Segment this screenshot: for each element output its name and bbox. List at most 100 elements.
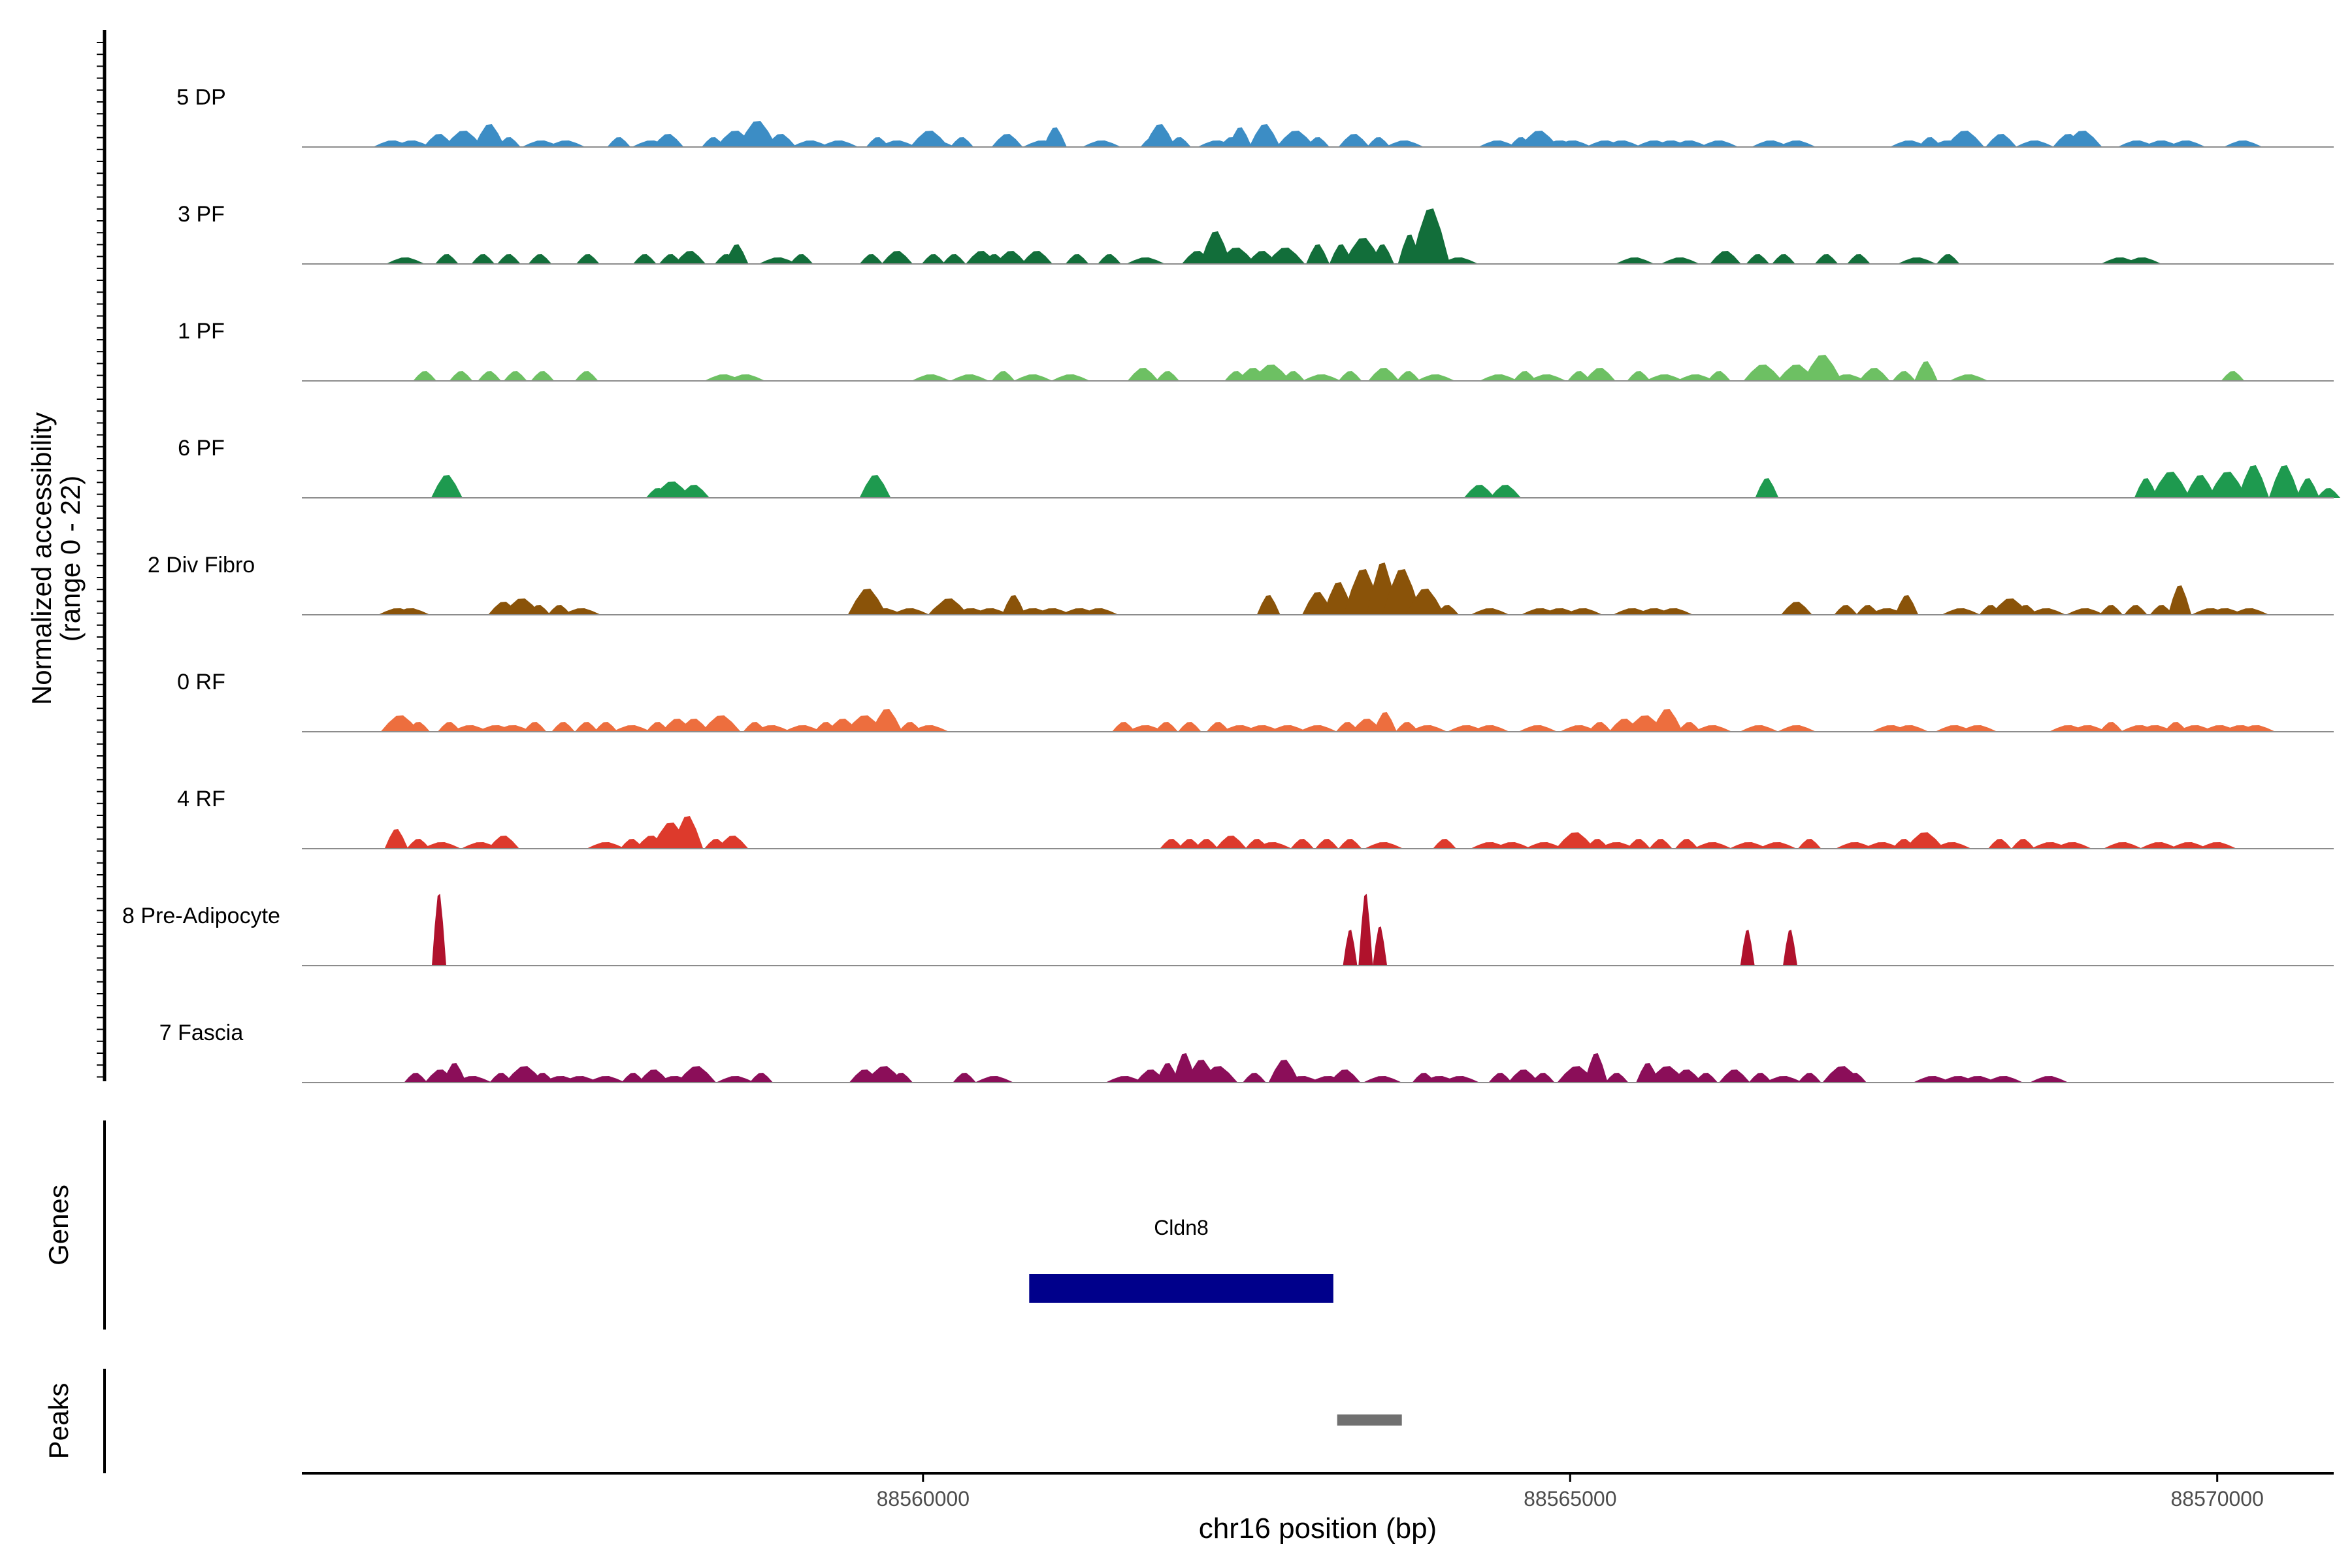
coverage-peak [574, 371, 598, 381]
coverage-peak [738, 121, 777, 147]
coverage-peak [1126, 257, 1166, 264]
coverage-peak [2236, 725, 2276, 732]
coverage-peak [607, 137, 631, 147]
coverage-peak [1694, 1073, 1718, 1083]
coverage-peak [391, 608, 431, 615]
coverage-peak [384, 829, 408, 849]
coverage-peak [1584, 1053, 1608, 1083]
coverage-peak [1217, 248, 1256, 264]
coverage-peak [2027, 608, 2066, 615]
coverage-peak [1693, 842, 1733, 849]
coverage-peak [2169, 842, 2209, 849]
coverage-peak [1958, 725, 1998, 732]
coverage-peak [1268, 1060, 1300, 1083]
coverage-peak [1945, 131, 1985, 147]
coverage-peak [1373, 712, 1397, 732]
coverage-peak [2238, 465, 2270, 498]
coverage-peak [2221, 371, 2245, 381]
coverage-peak [1368, 368, 1399, 381]
coverage-peak [449, 371, 473, 381]
x-axis-ticks: 88560000 88565000 88570000 [877, 1473, 2264, 1511]
coverage-peak [488, 836, 519, 849]
coverage-peak [385, 257, 425, 264]
coverage-peak [1492, 842, 1532, 849]
track-5: 0 RF [177, 670, 2334, 732]
coverage-peak [1408, 725, 1448, 732]
coverage-peak [586, 842, 626, 849]
coverage-peak [1755, 478, 1779, 498]
peaks-track-label: Peaks [43, 1383, 74, 1460]
coverage-tracks: 5 DP 3 PF 1 PF 6 PF 2 Div Fibro 0 RF 4 RF 8 Pre… [122, 85, 2341, 1083]
coverage-peak [1654, 608, 1693, 615]
coverage-peak [560, 1076, 600, 1083]
coverage-peak [1644, 374, 1684, 381]
coverage-peak [717, 836, 749, 849]
coverage-peak [1395, 722, 1419, 732]
coverage-peak [1367, 137, 1391, 147]
coverage-peak [1751, 140, 1791, 147]
coverage-peak [759, 257, 798, 264]
track-label: 5 DP [176, 85, 226, 110]
coverage-peak [1858, 368, 1890, 381]
coverage-peak [2268, 465, 2300, 498]
coverage-peak [453, 1076, 493, 1083]
coverage-peak [2122, 257, 2162, 264]
coverage-peak [1338, 371, 1362, 381]
coverage-peak [2099, 605, 2123, 615]
coverage-peak [1740, 930, 1755, 966]
coverage-peak [2296, 478, 2320, 498]
coverage-peak [1627, 839, 1651, 849]
coverage-peak [1669, 140, 1709, 147]
coverage-peak [442, 1063, 466, 1083]
coverage-peak [574, 722, 598, 732]
coverage-peak [1797, 1073, 1821, 1083]
coverage-peak [2166, 140, 2206, 147]
coverage-peak [715, 1076, 755, 1083]
coverage-peak [1597, 842, 1637, 849]
y-axis-ticks [97, 42, 105, 1078]
coverage-peak [911, 374, 951, 381]
coverage-peak [1531, 1073, 1555, 1083]
track-4: 2 Div Fibro [148, 553, 2334, 615]
coverage-peak [1567, 371, 1592, 381]
coverage-peak [1021, 251, 1053, 264]
coverage-peak [1306, 137, 1330, 147]
coverage-peak [1079, 608, 1119, 615]
coverage-peak [546, 140, 586, 147]
coverage-peak [404, 1073, 428, 1083]
coverage-peak [406, 839, 431, 849]
coverage-peak [991, 134, 1023, 147]
coverage-peak [1290, 839, 1315, 849]
coverage-peak [2052, 842, 2092, 849]
coverage-peak [1315, 839, 1339, 849]
coverage-peak [953, 1073, 977, 1083]
track-label: 0 RF [177, 670, 225, 694]
coverage-peak [1298, 725, 1337, 732]
coverage-peak [2185, 475, 2216, 498]
coverage-peak [974, 1076, 1014, 1083]
x-axis-title: chr16 position (bp) [1199, 1512, 1437, 1544]
coverage-peak [1834, 605, 1858, 615]
coverage-peak [1439, 257, 1478, 264]
coverage-peak [437, 722, 461, 732]
coverage-peak [1985, 134, 2017, 147]
coverage-peak [1276, 131, 1316, 147]
coverage-peak [652, 134, 684, 147]
gene-track: Cldn8 [1029, 1216, 1333, 1303]
coverage-peak [1411, 208, 1450, 264]
coverage-peak [819, 140, 859, 147]
coverage-peak [503, 371, 527, 381]
coverage-peak [890, 608, 930, 615]
coverage-peak [586, 1076, 626, 1083]
track-6: 4 RF [177, 787, 2334, 849]
coverage-peak [1958, 1076, 1998, 1083]
coverage-peak [1648, 839, 1673, 849]
coverage-peak [791, 140, 830, 147]
coverage-peak [1783, 930, 1797, 966]
coverage-peak [677, 1066, 717, 1083]
coverage-peak [1780, 602, 1812, 615]
coverage-peak [726, 374, 766, 381]
coverage-peak [1268, 725, 1308, 732]
coverage-peak [1065, 254, 1089, 264]
